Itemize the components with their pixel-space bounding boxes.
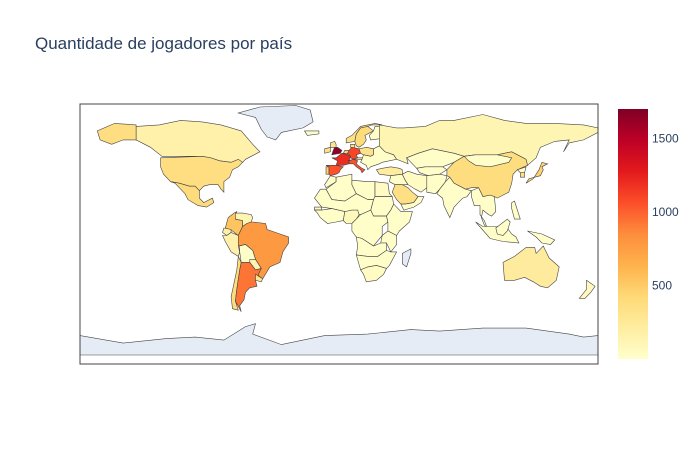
country-korea[interactable]: [520, 172, 525, 178]
country-yemen-oman[interactable]: [400, 196, 425, 211]
country-egypt[interactable]: [374, 181, 393, 197]
country-west-africa[interactable]: [313, 208, 346, 224]
chart-title: Quantidade de jogadores por país: [35, 34, 293, 53]
country-iceland[interactable]: [303, 130, 320, 136]
country-central-asia[interactable]: [416, 166, 448, 177]
country-germany[interactable]: [347, 146, 361, 160]
country-portugal[interactable]: [325, 166, 330, 175]
country-italy[interactable]: [348, 158, 366, 174]
colorbar-tick-label: 1500: [652, 131, 679, 145]
country-india[interactable]: [436, 176, 472, 219]
colorbar-tick-label: 500: [652, 278, 672, 292]
colorbar-gradient: [618, 109, 648, 359]
country-australia[interactable]: [502, 245, 560, 289]
country-argentina[interactable]: [235, 262, 262, 312]
country-philippines[interactable]: [511, 200, 521, 220]
country-antarctica[interactable]: [80, 323, 598, 356]
country-mexico[interactable]: [170, 181, 215, 208]
country-alaska[interactable]: [96, 123, 137, 145]
country-new-zealand[interactable]: [578, 279, 596, 299]
country-greenland[interactable]: [237, 105, 314, 141]
colorbar-tick-label: 1000: [652, 205, 679, 219]
country-borneo[interactable]: [495, 218, 511, 236]
country-south-africa[interactable]: [360, 265, 387, 283]
map-frame: [79, 103, 599, 365]
country-iran[interactable]: [401, 170, 428, 193]
countries-layer: [80, 105, 598, 356]
colorbar: 500 1000 1500: [618, 109, 679, 359]
country-canada[interactable]: [135, 120, 261, 163]
country-turkey[interactable]: [375, 166, 403, 177]
country-southeast-asia[interactable]: [471, 187, 497, 229]
country-horn-of-africa[interactable]: [386, 203, 413, 236]
country-madagascar[interactable]: [402, 248, 412, 268]
country-new-guinea[interactable]: [527, 230, 556, 245]
country-england[interactable]: [331, 147, 343, 156]
country-senegal[interactable]: [314, 206, 322, 211]
country-japan[interactable]: [525, 161, 549, 184]
country-peru[interactable]: [222, 232, 241, 257]
country-uruguay[interactable]: [255, 273, 264, 283]
country-scotland[interactable]: [330, 141, 337, 148]
country-mongolia[interactable]: [463, 154, 513, 168]
country-ireland[interactable]: [324, 146, 331, 154]
country-north-korea[interactable]: [516, 166, 527, 173]
